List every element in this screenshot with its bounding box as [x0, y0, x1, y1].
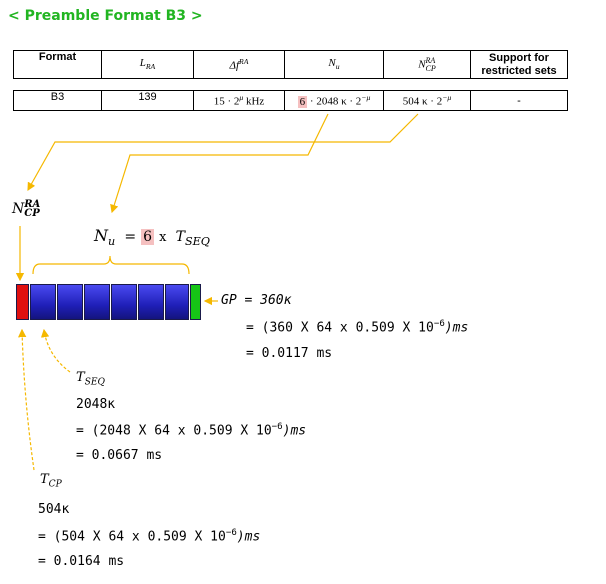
format-row-table: B3 139 15 · 2μ kHz 6 · 2048 κ · 2−μ 504 …	[13, 90, 568, 111]
gp-line-2: = (360 X 64 x 0.509 X 10−6)ms	[246, 319, 469, 336]
row-ncp: 504 κ · 2−μ	[383, 90, 471, 111]
tcp-line-1: 504κ	[38, 502, 70, 517]
seq-brace	[32, 255, 190, 275]
header-support: Support for restricted sets	[470, 50, 568, 79]
tseq-line-2: = (2048 X 64 x 0.509 X 10−6)ms	[76, 422, 307, 439]
gp-line-3: = 0.0117 ms	[246, 346, 333, 361]
nu-arrow	[110, 113, 329, 214]
row-nu: 6 · 2048 κ · 2−μ	[284, 90, 384, 111]
tcp-line-3: = 0.0164 ms	[38, 554, 125, 569]
seq-block-4	[111, 284, 137, 320]
row-support: -	[470, 90, 568, 111]
gp-line-1: GP = 360κ	[221, 293, 292, 308]
tcp-line-2: = (504 X 64 x 0.509 X 10−6)ms	[38, 528, 261, 545]
nu-eq-highlight: 6	[141, 229, 155, 245]
ncp-arrow	[27, 113, 419, 192]
page-heading: < Preamble Format B3 >	[8, 8, 203, 24]
row-delta-f: 15 · 2μ kHz	[193, 90, 285, 111]
tseq-line-3: = 0.0667 ms	[76, 448, 163, 463]
header-nu: Nu	[284, 50, 384, 79]
seq-block-3	[84, 284, 110, 320]
tcp-label: TCP	[40, 472, 62, 490]
tcp-dashed-arrow	[18, 328, 35, 471]
header-delta-f: ΔfRA	[193, 50, 285, 79]
seq-block-6	[165, 284, 189, 320]
seq-block-2	[57, 284, 83, 320]
tseq-line-1: 2048κ	[76, 397, 116, 412]
nu-equation: Nu = 6 x TSEQ	[94, 226, 210, 249]
tseq-label: TSEQ	[76, 370, 105, 388]
tseq-dashed-arrow	[40, 328, 71, 373]
seq-block-5	[138, 284, 164, 320]
nu-highlight: 6	[297, 95, 308, 108]
header-format: Format	[13, 50, 102, 79]
header-lra: LRA	[101, 50, 194, 79]
ncp-label: N RA CP	[12, 199, 41, 219]
cp-block	[16, 284, 29, 320]
seq-block-1	[30, 284, 56, 320]
gp-block	[190, 284, 201, 320]
row-lra: 139	[101, 90, 194, 111]
format-header-table: Format LRA ΔfRA Nu N RA CP Support for rest…	[13, 50, 568, 79]
